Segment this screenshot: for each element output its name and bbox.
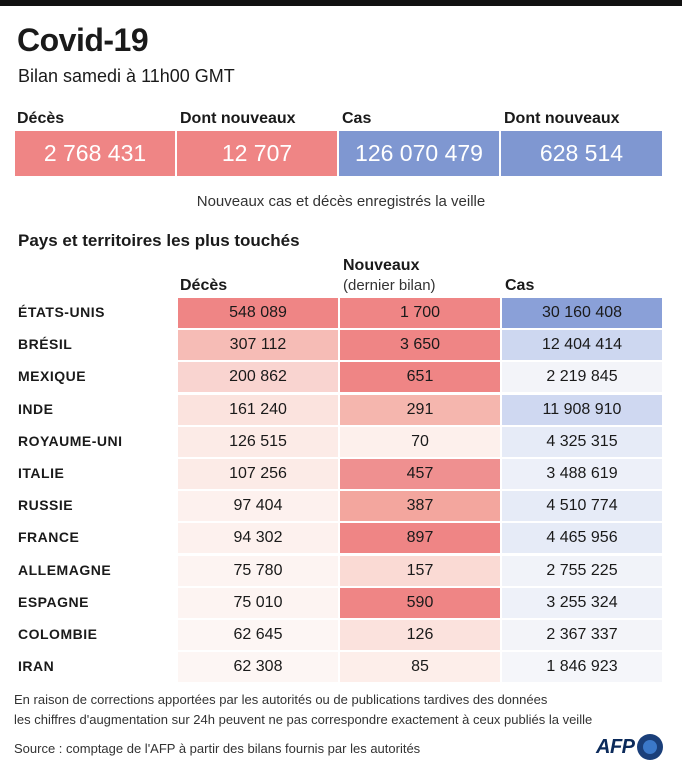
stat-label-new-deaths: Dont nouveaux — [180, 110, 296, 127]
column-subheader-new: (dernier bilan) — [343, 277, 436, 294]
stat-label-cases: Cas — [342, 110, 372, 127]
footnote-line-2: les chiffres d'augmentation sur 24h peuv… — [14, 712, 593, 727]
deaths-cell: 200 862 — [178, 362, 338, 393]
stat-box-deaths: 2 768 431 — [15, 131, 175, 176]
country-name: MEXIQUE — [18, 368, 87, 385]
stat-box-new-deaths: 12 707 — [177, 131, 337, 176]
deaths-cell: 107 256 — [178, 459, 338, 489]
afp-logo-text: AFP — [596, 735, 635, 758]
stat-label-new-cases: Dont nouveaux — [504, 110, 620, 127]
new-deaths-cell: 3 650 — [340, 330, 500, 361]
country-name: ROYAUME-UNI — [18, 432, 123, 449]
table-row: ROYAUME-UNI 126 515 70 4 325 315 — [0, 426, 682, 457]
new-deaths-cell: 387 — [340, 491, 500, 522]
table-row: FRANCE 94 302 897 4 465 956 — [0, 523, 682, 554]
country-name: FRANCE — [18, 529, 80, 546]
column-header-deaths: Décès — [180, 277, 228, 294]
table-row: BRÉSIL 307 112 3 650 12 404 414 — [0, 330, 682, 361]
table-row: COLOMBIE 62 645 126 2 367 337 — [0, 620, 682, 650]
deaths-cell: 62 645 — [178, 620, 338, 650]
deaths-cell: 62 308 — [178, 652, 338, 683]
country-name: ITALIE — [18, 465, 65, 481]
cases-cell: 30 160 408 — [502, 298, 662, 328]
table-row: MEXIQUE 200 862 651 2 219 845 — [0, 362, 682, 393]
country-name: ESPAGNE — [18, 593, 89, 610]
deaths-cell: 75 780 — [178, 555, 338, 586]
cases-cell: 11 908 910 — [502, 394, 662, 425]
source-note: Source : comptage de l'AFP à partir des … — [14, 741, 421, 756]
deaths-cell: 97 404 — [178, 491, 338, 522]
country-name: COLOMBIE — [18, 626, 98, 642]
footnote-line-1: En raison de corrections apportées par l… — [14, 692, 548, 707]
cases-cell: 4 325 315 — [502, 426, 662, 457]
table-row: ESPAGNE 75 010 590 3 255 324 — [0, 587, 682, 618]
deaths-cell: 161 240 — [178, 394, 338, 425]
cases-cell: 3 255 324 — [502, 587, 662, 618]
deaths-cell: 548 089 — [178, 298, 338, 328]
column-header-new: Nouveaux — [343, 257, 420, 274]
cases-cell: 1 846 923 — [502, 652, 662, 683]
table-row: ITALIE 107 256 457 3 488 619 — [0, 459, 682, 489]
top-bar — [0, 0, 682, 6]
afp-logo: AFP — [596, 734, 663, 760]
new-deaths-cell: 651 — [340, 362, 500, 393]
table-row: ALLEMAGNE 75 780 157 2 755 225 — [0, 555, 682, 586]
note-top: Nouveaux cas et décès enregistrés la vei… — [196, 193, 486, 210]
table-row: ÉTATS-UNIS 548 089 1 700 30 160 408 — [0, 298, 682, 328]
cases-cell: 2 755 225 — [502, 555, 662, 586]
cases-cell: 3 488 619 — [502, 459, 662, 489]
new-deaths-cell: 590 — [340, 587, 500, 618]
deaths-cell: 94 302 — [178, 523, 338, 554]
country-name: ALLEMAGNE — [18, 561, 112, 578]
stat-box-cases: 126 070 479 — [339, 131, 499, 176]
table-row: IRAN 62 308 85 1 846 923 — [0, 652, 682, 683]
new-deaths-cell: 291 — [340, 394, 500, 425]
afp-logo-dot — [636, 734, 663, 760]
table-row: RUSSIE 97 404 387 4 510 774 — [0, 491, 682, 522]
stat-box-new-cases: 628 514 — [501, 131, 662, 176]
new-deaths-cell: 126 — [340, 620, 500, 650]
stat-label-deaths: Décès — [17, 110, 65, 127]
deaths-cell: 307 112 — [178, 330, 338, 361]
cases-cell: 2 219 845 — [502, 362, 662, 393]
new-deaths-cell: 1 700 — [340, 298, 500, 328]
new-deaths-cell: 85 — [340, 652, 500, 683]
country-name: BRÉSIL — [18, 336, 73, 353]
country-name: RUSSIE — [18, 497, 74, 514]
section-title: Pays et territoires les plus touchés — [18, 231, 300, 250]
new-deaths-cell: 457 — [340, 459, 500, 489]
page-subtitle: Bilan samedi à 11h00 GMT — [18, 66, 235, 86]
country-name: INDE — [18, 400, 54, 417]
new-deaths-cell: 70 — [340, 426, 500, 457]
new-deaths-cell: 897 — [340, 523, 500, 554]
cases-cell: 4 510 774 — [502, 491, 662, 522]
country-name: ÉTATS-UNIS — [18, 304, 105, 320]
deaths-cell: 126 515 — [178, 426, 338, 457]
page-title: Covid-19 — [17, 22, 149, 58]
cases-cell: 4 465 956 — [502, 523, 662, 554]
country-name: IRAN — [18, 658, 55, 675]
new-deaths-cell: 157 — [340, 555, 500, 586]
cases-cell: 12 404 414 — [502, 330, 662, 361]
table-row: INDE 161 240 291 11 908 910 — [0, 394, 682, 425]
deaths-cell: 75 010 — [178, 587, 338, 618]
cases-cell: 2 367 337 — [502, 620, 662, 650]
column-header-cases: Cas — [505, 277, 535, 294]
